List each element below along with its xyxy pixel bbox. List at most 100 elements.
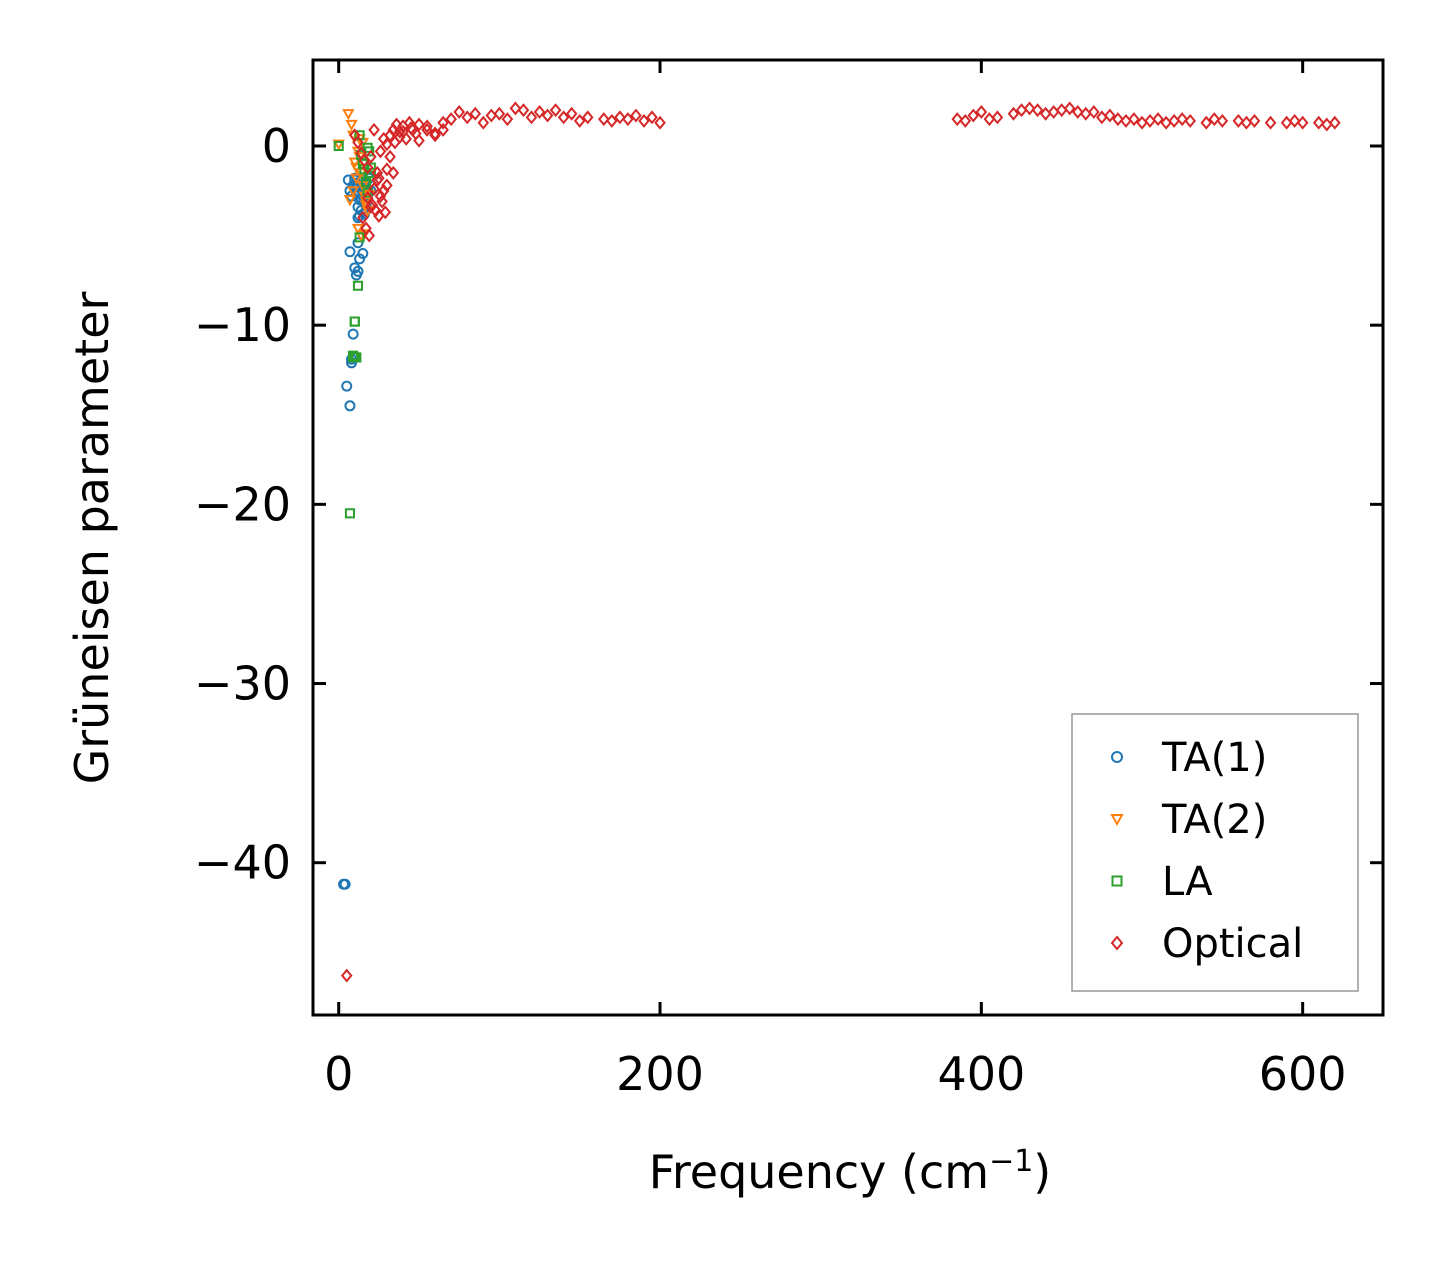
y-axis-title: Grüneisen parameter xyxy=(65,291,119,784)
data-point xyxy=(365,149,377,164)
data-point xyxy=(1071,104,1084,119)
data-point xyxy=(1296,115,1309,130)
data-point xyxy=(405,121,417,136)
data-point xyxy=(951,112,964,127)
data-point xyxy=(1200,115,1213,130)
data-point xyxy=(557,110,570,125)
data-point xyxy=(1232,113,1245,128)
data-point xyxy=(1063,101,1076,116)
data-point xyxy=(1112,112,1124,127)
legend-items: TA(1) TA(2) LA Optical xyxy=(1110,735,1303,967)
data-point xyxy=(1104,108,1116,123)
data-point xyxy=(341,380,353,392)
data-point xyxy=(347,328,359,340)
data-point xyxy=(371,165,384,180)
data-point xyxy=(1248,113,1261,128)
x-axis-title-superscript: −1 xyxy=(989,1144,1033,1179)
data-point xyxy=(573,113,586,128)
data-point xyxy=(384,128,396,143)
data-point xyxy=(342,109,355,121)
data-point xyxy=(533,104,546,119)
data-point xyxy=(352,135,364,150)
data-point xyxy=(384,149,396,164)
data-point xyxy=(340,968,353,983)
y-tick-label: −40 xyxy=(194,836,291,890)
data-point xyxy=(565,106,578,121)
legend-label: Optical xyxy=(1162,921,1303,967)
data-point xyxy=(975,104,988,119)
legend-marker xyxy=(1110,935,1124,951)
data-point xyxy=(376,194,388,209)
data-point xyxy=(549,103,562,118)
data-point xyxy=(493,106,506,121)
data-point xyxy=(1031,103,1044,118)
legend-marker xyxy=(1110,814,1124,827)
data-point xyxy=(477,115,490,130)
data-point xyxy=(606,113,618,128)
data-point xyxy=(361,160,374,175)
x-tick-label: 600 xyxy=(1259,1047,1347,1101)
data-point xyxy=(374,189,387,204)
plot-frame xyxy=(311,58,1385,1017)
data-point xyxy=(1264,115,1277,130)
data-point xyxy=(350,173,363,185)
data-point xyxy=(393,130,406,145)
legend-label: TA(2) xyxy=(1161,797,1267,843)
data-point xyxy=(445,112,457,127)
data-point xyxy=(421,119,433,134)
data-point xyxy=(381,162,393,177)
data-point xyxy=(374,144,387,159)
x-tick-label: 0 xyxy=(324,1047,353,1101)
legend-marker xyxy=(1111,751,1123,763)
data-point xyxy=(332,139,345,151)
data-point xyxy=(379,205,392,220)
data-point xyxy=(991,110,1004,125)
data-point xyxy=(357,248,369,260)
y-tick-label: −10 xyxy=(194,298,291,352)
data-point xyxy=(346,186,360,198)
data-point xyxy=(344,400,356,412)
legend-label: TA(1) xyxy=(1161,735,1267,781)
legend-label: LA xyxy=(1162,859,1213,905)
data-point xyxy=(646,110,658,125)
data-point xyxy=(352,265,364,277)
data-point xyxy=(614,110,626,125)
x-tick-label: 400 xyxy=(937,1047,1025,1101)
data-point xyxy=(413,117,425,132)
data-point xyxy=(343,195,357,207)
y-tick-label: 0 xyxy=(262,119,291,173)
data-point xyxy=(352,280,364,291)
y-tick-label: −30 xyxy=(194,657,291,711)
data-point xyxy=(1288,113,1301,128)
x-tick-label: 200 xyxy=(616,1047,704,1101)
data-point xyxy=(1329,115,1341,130)
data-point xyxy=(348,350,359,361)
data-point xyxy=(361,191,374,205)
x-axis-title: Frequency (cm−1) xyxy=(649,1144,1052,1200)
data-point xyxy=(393,124,406,139)
data-point xyxy=(354,232,365,243)
legend-marker xyxy=(1111,875,1123,887)
series-optical xyxy=(340,101,1341,983)
data-point xyxy=(397,124,409,139)
data-point xyxy=(349,352,360,363)
data-point xyxy=(368,182,380,196)
data-point xyxy=(345,119,358,132)
data-point xyxy=(348,157,361,169)
data-point xyxy=(517,103,530,118)
data-point xyxy=(959,113,972,128)
data-point xyxy=(429,128,441,143)
data-point xyxy=(630,108,642,123)
data-point xyxy=(351,223,365,235)
data-point xyxy=(1007,106,1020,121)
data-point xyxy=(413,133,425,148)
data-point xyxy=(525,110,538,125)
data-point xyxy=(1023,101,1036,116)
axis-ticks: 0 200 400 600 0 −10 −20 −30 −40 xyxy=(194,60,1383,1101)
data-point xyxy=(1208,112,1221,127)
data-point xyxy=(967,108,980,123)
data-point xyxy=(1128,112,1140,127)
data-points xyxy=(332,101,1341,983)
data-point xyxy=(654,115,666,130)
data-point xyxy=(461,110,474,125)
